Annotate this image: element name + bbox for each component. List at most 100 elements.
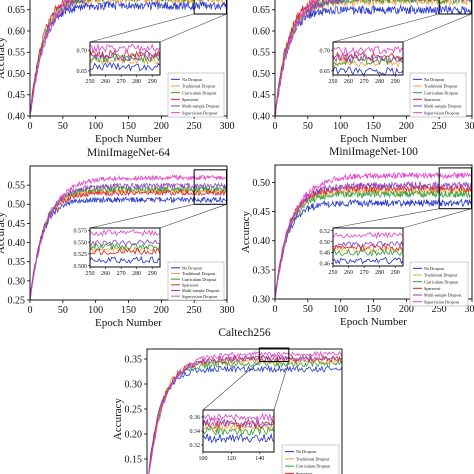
x-tick-label: 300 [220, 305, 235, 316]
legend-label: Sparseout [424, 286, 441, 291]
inset-x-tick-label: 290 [148, 271, 157, 277]
inset-y-tick-label: 0.32 [190, 443, 201, 449]
zoom-connector [402, 13, 472, 43]
inset-series-group [333, 45, 403, 75]
legend-label: Traditional Dropout [182, 84, 216, 89]
inset-x-tick-label: 260 [344, 270, 353, 276]
zoom-connector [159, 13, 227, 43]
legend-label: Supervision Dropout [182, 110, 218, 115]
legend-box [409, 72, 467, 118]
inset-series-line [90, 247, 160, 256]
inset-series-line [333, 56, 403, 68]
y-tick-label: 0.45 [253, 90, 271, 101]
chart-title: MiniImageNet-100 [329, 146, 418, 158]
x-tick-label: 250 [432, 304, 447, 315]
inset-border [89, 227, 161, 268]
inset-series-line [333, 52, 403, 63]
inset-y-tick-label: 0.70 [77, 48, 88, 54]
inset-x-tick-label: 120 [227, 456, 236, 462]
inset-x-tick-label: 280 [132, 79, 141, 85]
y-tick-label: 0.25 [125, 404, 143, 415]
y-tick-label: 0.65 [253, 5, 271, 16]
zoom-box [258, 347, 290, 362]
legend-label: No Dropout [424, 266, 445, 271]
inset-x-tick-label: 290 [391, 79, 400, 85]
chart-panel-1: 0.40 0.45 0.50 0.55 0.60 0.65 0 50 100 150 200 250 3… [0, 0, 235, 145]
x-tick-label: 250 [187, 305, 202, 316]
y-axis-label: Accuracy [0, 36, 7, 79]
zoom-connector [159, 204, 227, 229]
zoom-connector [89, 13, 195, 43]
legend-label: No Dropout [182, 77, 203, 82]
inset-series-line [90, 49, 160, 60]
x-tick-label: 150 [121, 305, 136, 316]
inset-y-tick-label: 0.52 [320, 229, 331, 235]
y-tick-label: 0.30 [253, 294, 271, 305]
inset-series-group [90, 228, 160, 264]
legend-label: No Dropout [296, 449, 317, 454]
inset-y-tick-label: 0.50 [320, 240, 331, 246]
inset-y-tick-label: 0.500 [74, 264, 88, 270]
chart-panel-4: MiniImageNet-100 0.30 0.35 0.40 0.45 0.50 0 50 1… [240, 146, 474, 328]
inset-series-line [203, 412, 274, 422]
inset-series-line [90, 242, 160, 252]
inset-x-tick-label: 140 [255, 456, 264, 462]
inset-series-line [333, 231, 403, 239]
legend-label: Curriculum Dropout [296, 464, 331, 469]
x-tick-label: 200 [399, 304, 414, 315]
y-tick-label: 0.40 [253, 111, 271, 122]
zoom-connector [402, 208, 472, 229]
legend-label: No Dropout [182, 265, 203, 270]
series-line-supervision-dropout [148, 350, 342, 474]
inset-y-tick-label: 0.65 [77, 69, 88, 75]
y-tick-label: 0.20 [125, 429, 143, 440]
y-tick-label: 0.35 [8, 257, 26, 268]
y-axis-label: Accuracy [112, 397, 124, 440]
inset-x-tick-label: 100 [199, 456, 208, 462]
y-tick-label: 0.55 [8, 181, 26, 192]
legend-box [409, 261, 469, 307]
zoom-connector [273, 361, 290, 411]
y-tick-label: 0.40 [253, 236, 271, 247]
series-line-multi-sample-dropout [275, 0, 472, 116]
inset-series-line [90, 62, 160, 72]
inset-series-line [90, 239, 160, 247]
inset-y-tick-label: 0.34 [190, 429, 201, 435]
legend-label: Curriculum Dropout [182, 90, 217, 95]
y-tick-label: 0.30 [125, 379, 143, 390]
plot-frame [146, 348, 343, 474]
x-tick-label: 100 [88, 121, 103, 132]
x-tick-label: 50 [58, 121, 68, 132]
zoom-box [193, 169, 228, 205]
zoom-connector [332, 208, 440, 229]
zoom-connector [89, 203, 195, 229]
series-line-sparseout [275, 0, 341, 116]
legend-label: Supervision Dropout [182, 294, 218, 299]
zoom-connector [202, 361, 260, 411]
legend-label: Multi-sample Dropout [182, 288, 220, 293]
x-tick-label: 50 [303, 304, 313, 315]
zoom-box [193, 0, 228, 15]
inset-x-tick-label: 270 [117, 271, 126, 277]
y-tick-label: 0.55 [253, 48, 271, 59]
inset-x-tick-label: 280 [132, 271, 141, 277]
x-tick-label: 150 [366, 304, 381, 315]
y-tick-label: 0.50 [253, 178, 271, 189]
zoom-connector [332, 13, 440, 43]
inset-series-line [203, 432, 274, 444]
inset-y-tick-label: 0.65 [320, 69, 331, 75]
y-tick-label: 0.45 [8, 219, 26, 230]
y-tick-label: 0.15 [125, 454, 143, 465]
inset-series-line [90, 51, 160, 62]
legend-label: Curriculum Dropout [424, 279, 459, 284]
inset-series-line [90, 43, 160, 54]
x-tick-label: 50 [58, 305, 68, 316]
inset-x-tick-label: 270 [117, 79, 126, 85]
inset-series-line [203, 417, 274, 428]
y-tick-label: 0.60 [8, 26, 26, 37]
inset-series-line [333, 245, 403, 254]
legend-label: No Dropout [424, 77, 445, 82]
inset-series-line [333, 66, 403, 75]
y-axis-label: Accuracy [0, 211, 7, 254]
